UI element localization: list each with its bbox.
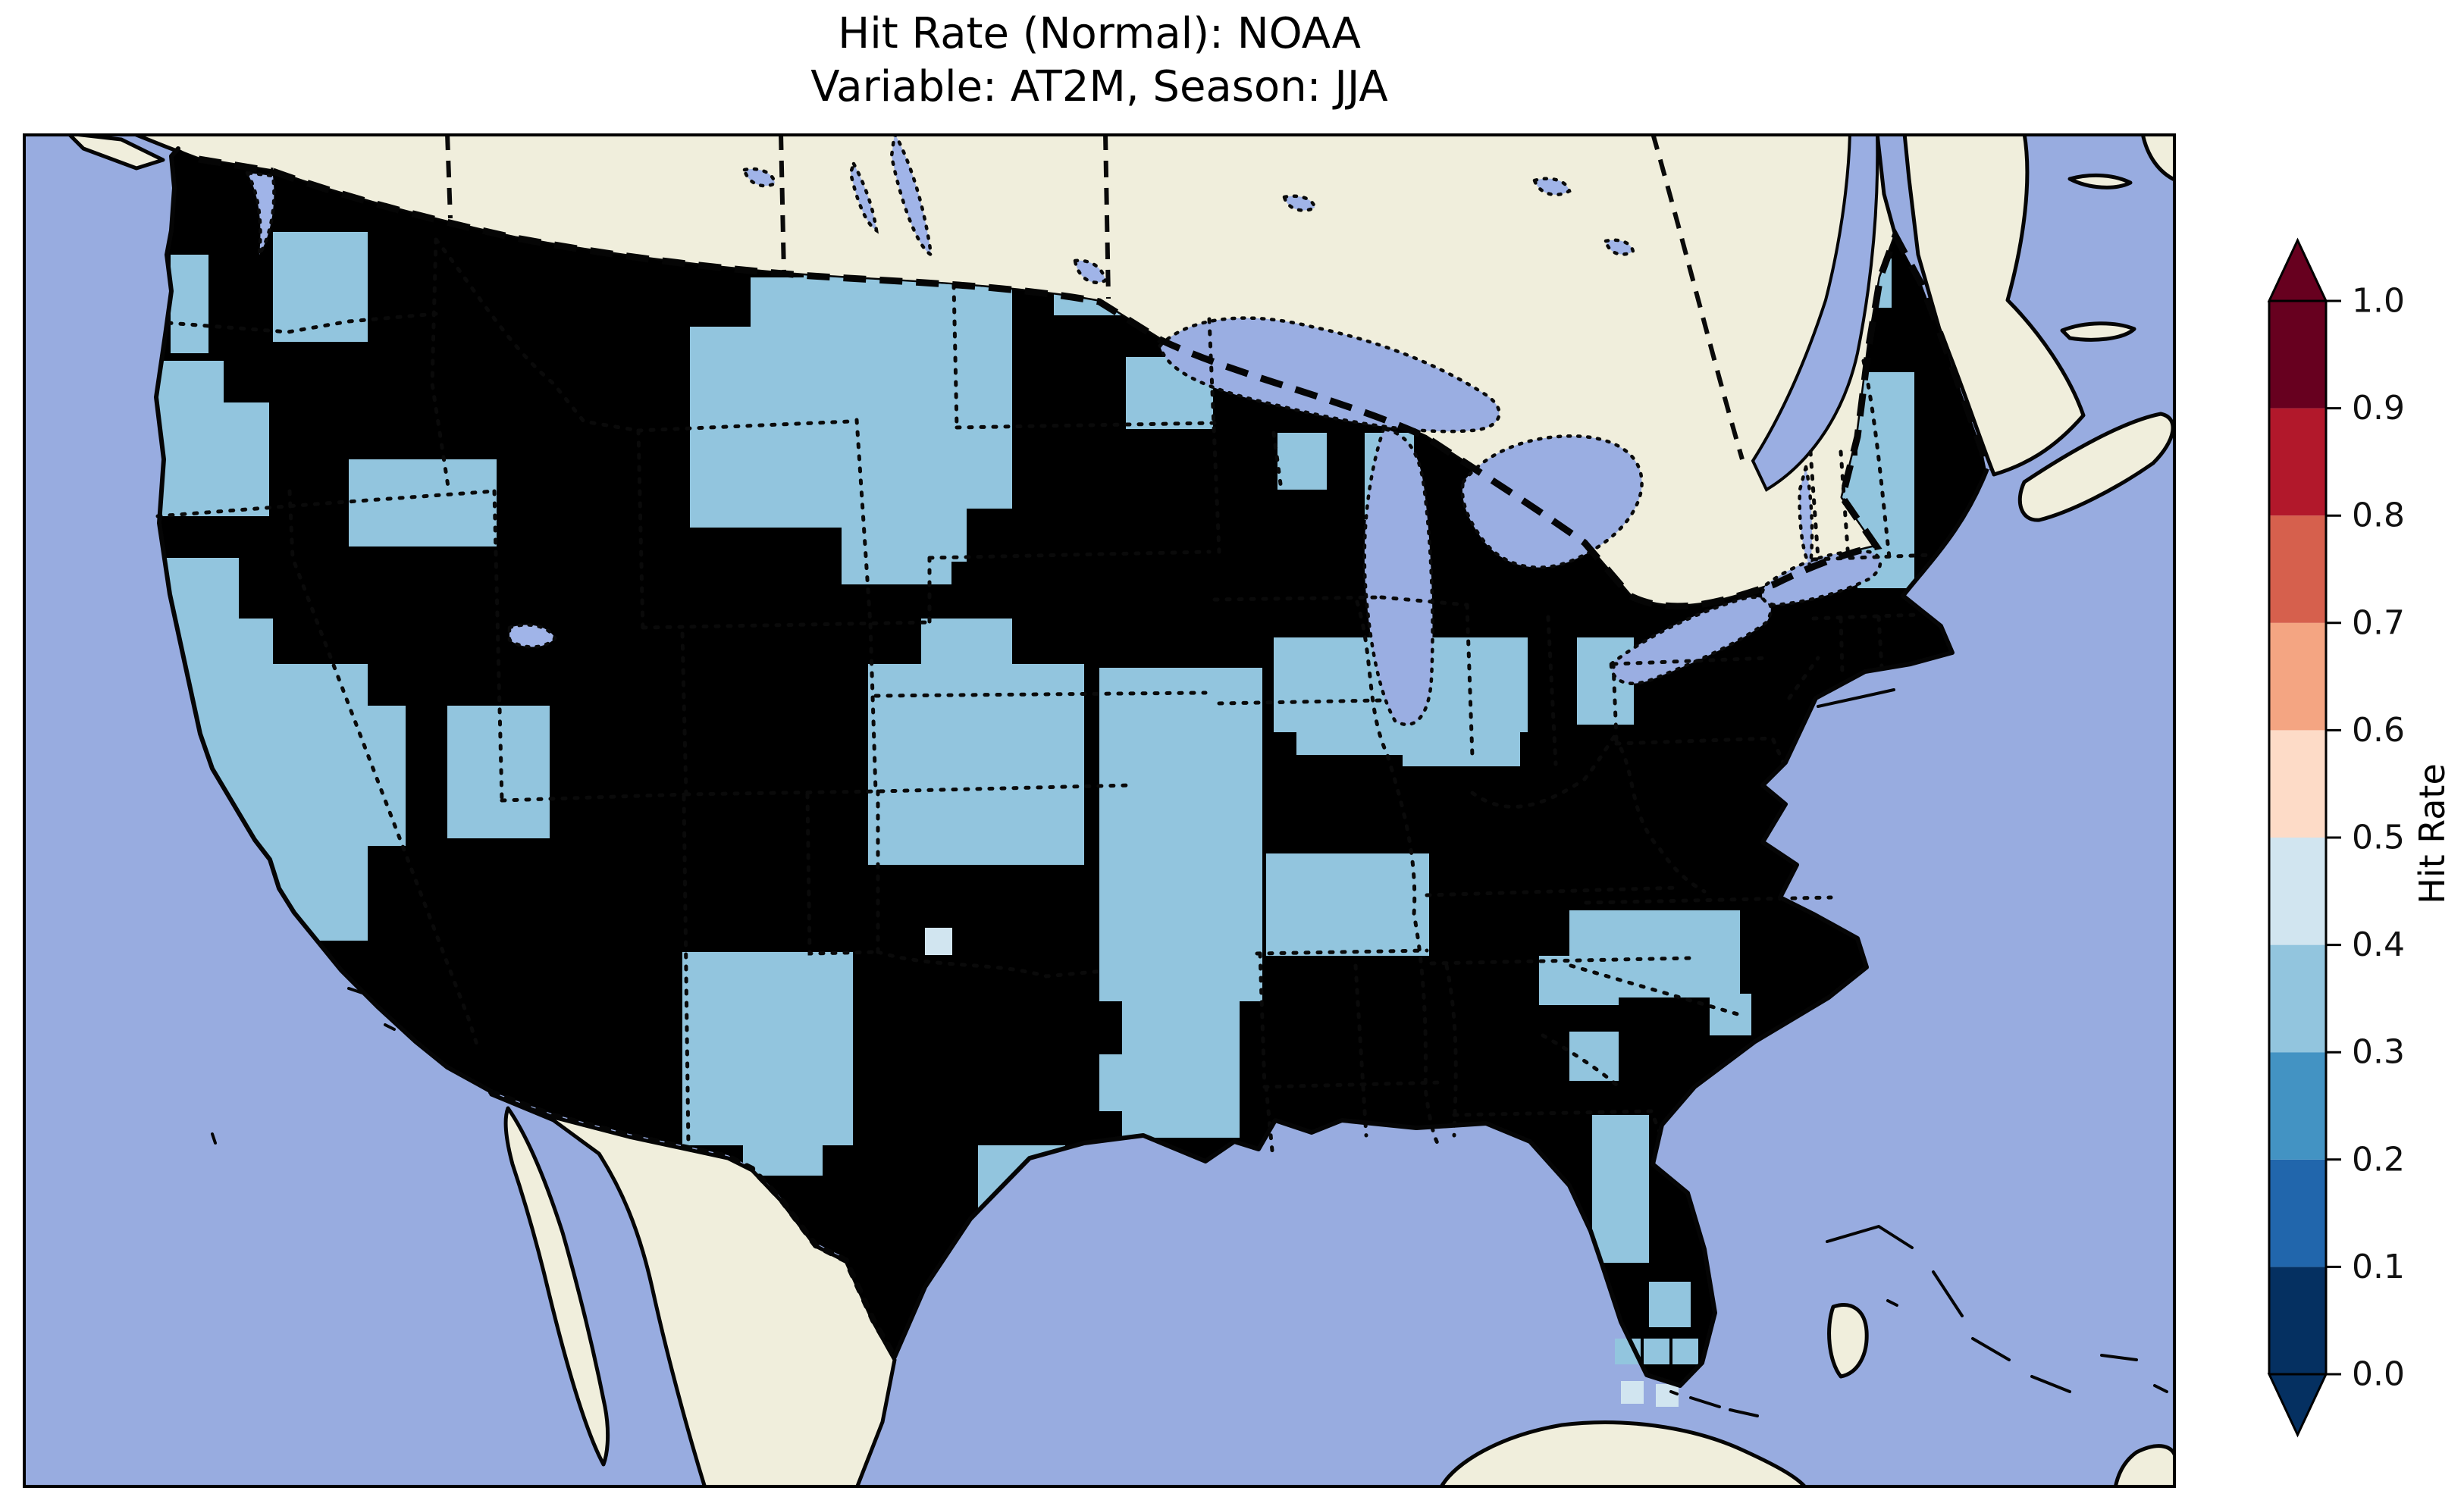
- lake-huron: [1460, 434, 1644, 569]
- hit-rate-cell: [1644, 1339, 1669, 1364]
- colorbar-bin: [2269, 408, 2326, 516]
- colorbar-bin: [2269, 622, 2326, 731]
- map-panel: [23, 133, 2176, 1488]
- colorbar-tick-label: 0.5: [2352, 819, 2405, 857]
- hit-rate-cell: [1539, 956, 1619, 1005]
- colorbar-tick-label: 0.6: [2352, 711, 2405, 750]
- puget-sound: [243, 171, 276, 256]
- mexico-landmass: [489, 1092, 897, 1488]
- lake-superior: [1158, 316, 1501, 434]
- lake-manitoba: [848, 159, 879, 234]
- hit-rate-cell: [1266, 853, 1429, 956]
- hit-rate-cell: [1122, 967, 1240, 1138]
- lake-winnipeg: [889, 133, 933, 258]
- prince-edward-island: [2060, 321, 2136, 342]
- long-island: [1817, 688, 1895, 708]
- quebec-lake-2: [1603, 238, 1635, 256]
- hit-rate-cell: [447, 706, 550, 838]
- colorbar-bin: [2269, 1159, 2326, 1267]
- colorbar-tick-label: 0.3: [2352, 1033, 2405, 1072]
- chart-title-line2: Variable: AT2M, Season: JJA: [810, 62, 1388, 111]
- hit-rate-cell: [842, 459, 951, 584]
- hispaniola-corner: [2113, 1444, 2176, 1488]
- vancouver-island: [66, 133, 165, 171]
- lakes-group: [243, 133, 1882, 726]
- cuba: [1438, 1420, 1808, 1488]
- us-mexico-border: [488, 1089, 898, 1360]
- bahamas-andros: [1827, 1303, 1869, 1379]
- colorbar-tick-label: 0.4: [2352, 925, 2405, 964]
- hit-rate-cell: [925, 928, 952, 955]
- hit-rate-cell: [1656, 1384, 1679, 1407]
- state-borders: [155, 237, 1936, 1153]
- colorbar-bin: [2269, 944, 2326, 1053]
- colorbar-tick-label: 0.1: [2352, 1248, 2405, 1286]
- atlantic-gulf-coastline: [892, 468, 1989, 1388]
- saskatchewan-lake: [742, 167, 777, 188]
- quebec-lake-1: [1532, 177, 1572, 196]
- florida-keys: [1669, 1390, 1759, 1417]
- hit-rate-cell: [311, 706, 406, 846]
- colorbar-tick-label: 0.0: [2352, 1355, 2405, 1394]
- colorbar-arrow-over: [2267, 237, 2328, 302]
- pacific-coastline: [154, 146, 494, 1094]
- hit-rate-cell: [868, 664, 1084, 865]
- hit-rate-cells-over-water: [1615, 1339, 1698, 1407]
- great-salt-lake: [507, 623, 557, 649]
- chart-title-line1: Hit Rate (Normal): NOAA: [838, 9, 1361, 58]
- hit-rate-cell: [1649, 1282, 1691, 1327]
- colorbar-tick-label: 1.0: [2352, 282, 2405, 321]
- map-canvas: [23, 133, 2176, 1488]
- colorbar: 1.0 0.9 0.8 0.7 0.6 0.5 0.4 0.3 0.2 0.1 0.0: [2244, 237, 2456, 1497]
- province-borders: [445, 133, 1745, 460]
- hit-rate-cell: [349, 459, 497, 546]
- colorbar-arrow-under: [2267, 1373, 2328, 1438]
- hit-rate-cell: [921, 619, 1012, 672]
- hit-rate-cell: [273, 232, 368, 342]
- colorbar-bin: [2269, 1052, 2326, 1160]
- hit-rate-cell: [1672, 1339, 1698, 1364]
- colorbar-tick-label: 0.9: [2352, 389, 2405, 427]
- channel-islands: [211, 987, 396, 1145]
- colorbar-bin: [2269, 1267, 2326, 1374]
- hit-rate-cell: [1277, 433, 1327, 490]
- hit-rate-cell: [743, 1104, 823, 1176]
- colorbar-tick-label: 0.7: [2352, 603, 2405, 642]
- colorbar-bin: [2269, 301, 2326, 409]
- colorbar-tick-label: 0.8: [2352, 496, 2405, 535]
- hit-rate-cell: [1710, 994, 1751, 1035]
- lake-of-the-woods: [1073, 258, 1108, 284]
- hit-rate-cell: [1592, 1115, 1649, 1263]
- ontario-lake-small: [1282, 194, 1317, 212]
- hit-rate-cell: [171, 255, 208, 353]
- hit-rate-cell: [1156, 914, 1262, 975]
- colorbar-canvas: 1.0 0.9 0.8 0.7 0.6 0.5 0.4 0.3 0.2 0.1 0.0: [2267, 237, 2405, 1438]
- lake-ontario: [1760, 550, 1882, 607]
- hit-rate-cell: [1621, 1381, 1644, 1404]
- nova-scotia: [2017, 412, 2175, 522]
- bahamas-island-arcs: [1826, 1224, 2168, 1393]
- hit-rate-cell: [201, 402, 269, 516]
- hit-rate-cell: [1099, 1054, 1194, 1111]
- colorbar-tick-label: 0.2: [2352, 1140, 2405, 1179]
- chart-title: Hit Rate (Normal): NOAA Variable: AT2M, …: [23, 8, 2176, 114]
- us-canada-border: [198, 155, 1990, 610]
- baja-california: [503, 1106, 610, 1467]
- colorbar-bin: [2269, 838, 2326, 945]
- lake-michigan: [1362, 427, 1434, 726]
- st-lawrence-river: [1751, 133, 1879, 492]
- map-frame: [23, 133, 2176, 1488]
- colorbar-bin: [2269, 515, 2326, 623]
- anticosti-island: [2067, 173, 2133, 189]
- colorbar-bin: [2269, 730, 2326, 838]
